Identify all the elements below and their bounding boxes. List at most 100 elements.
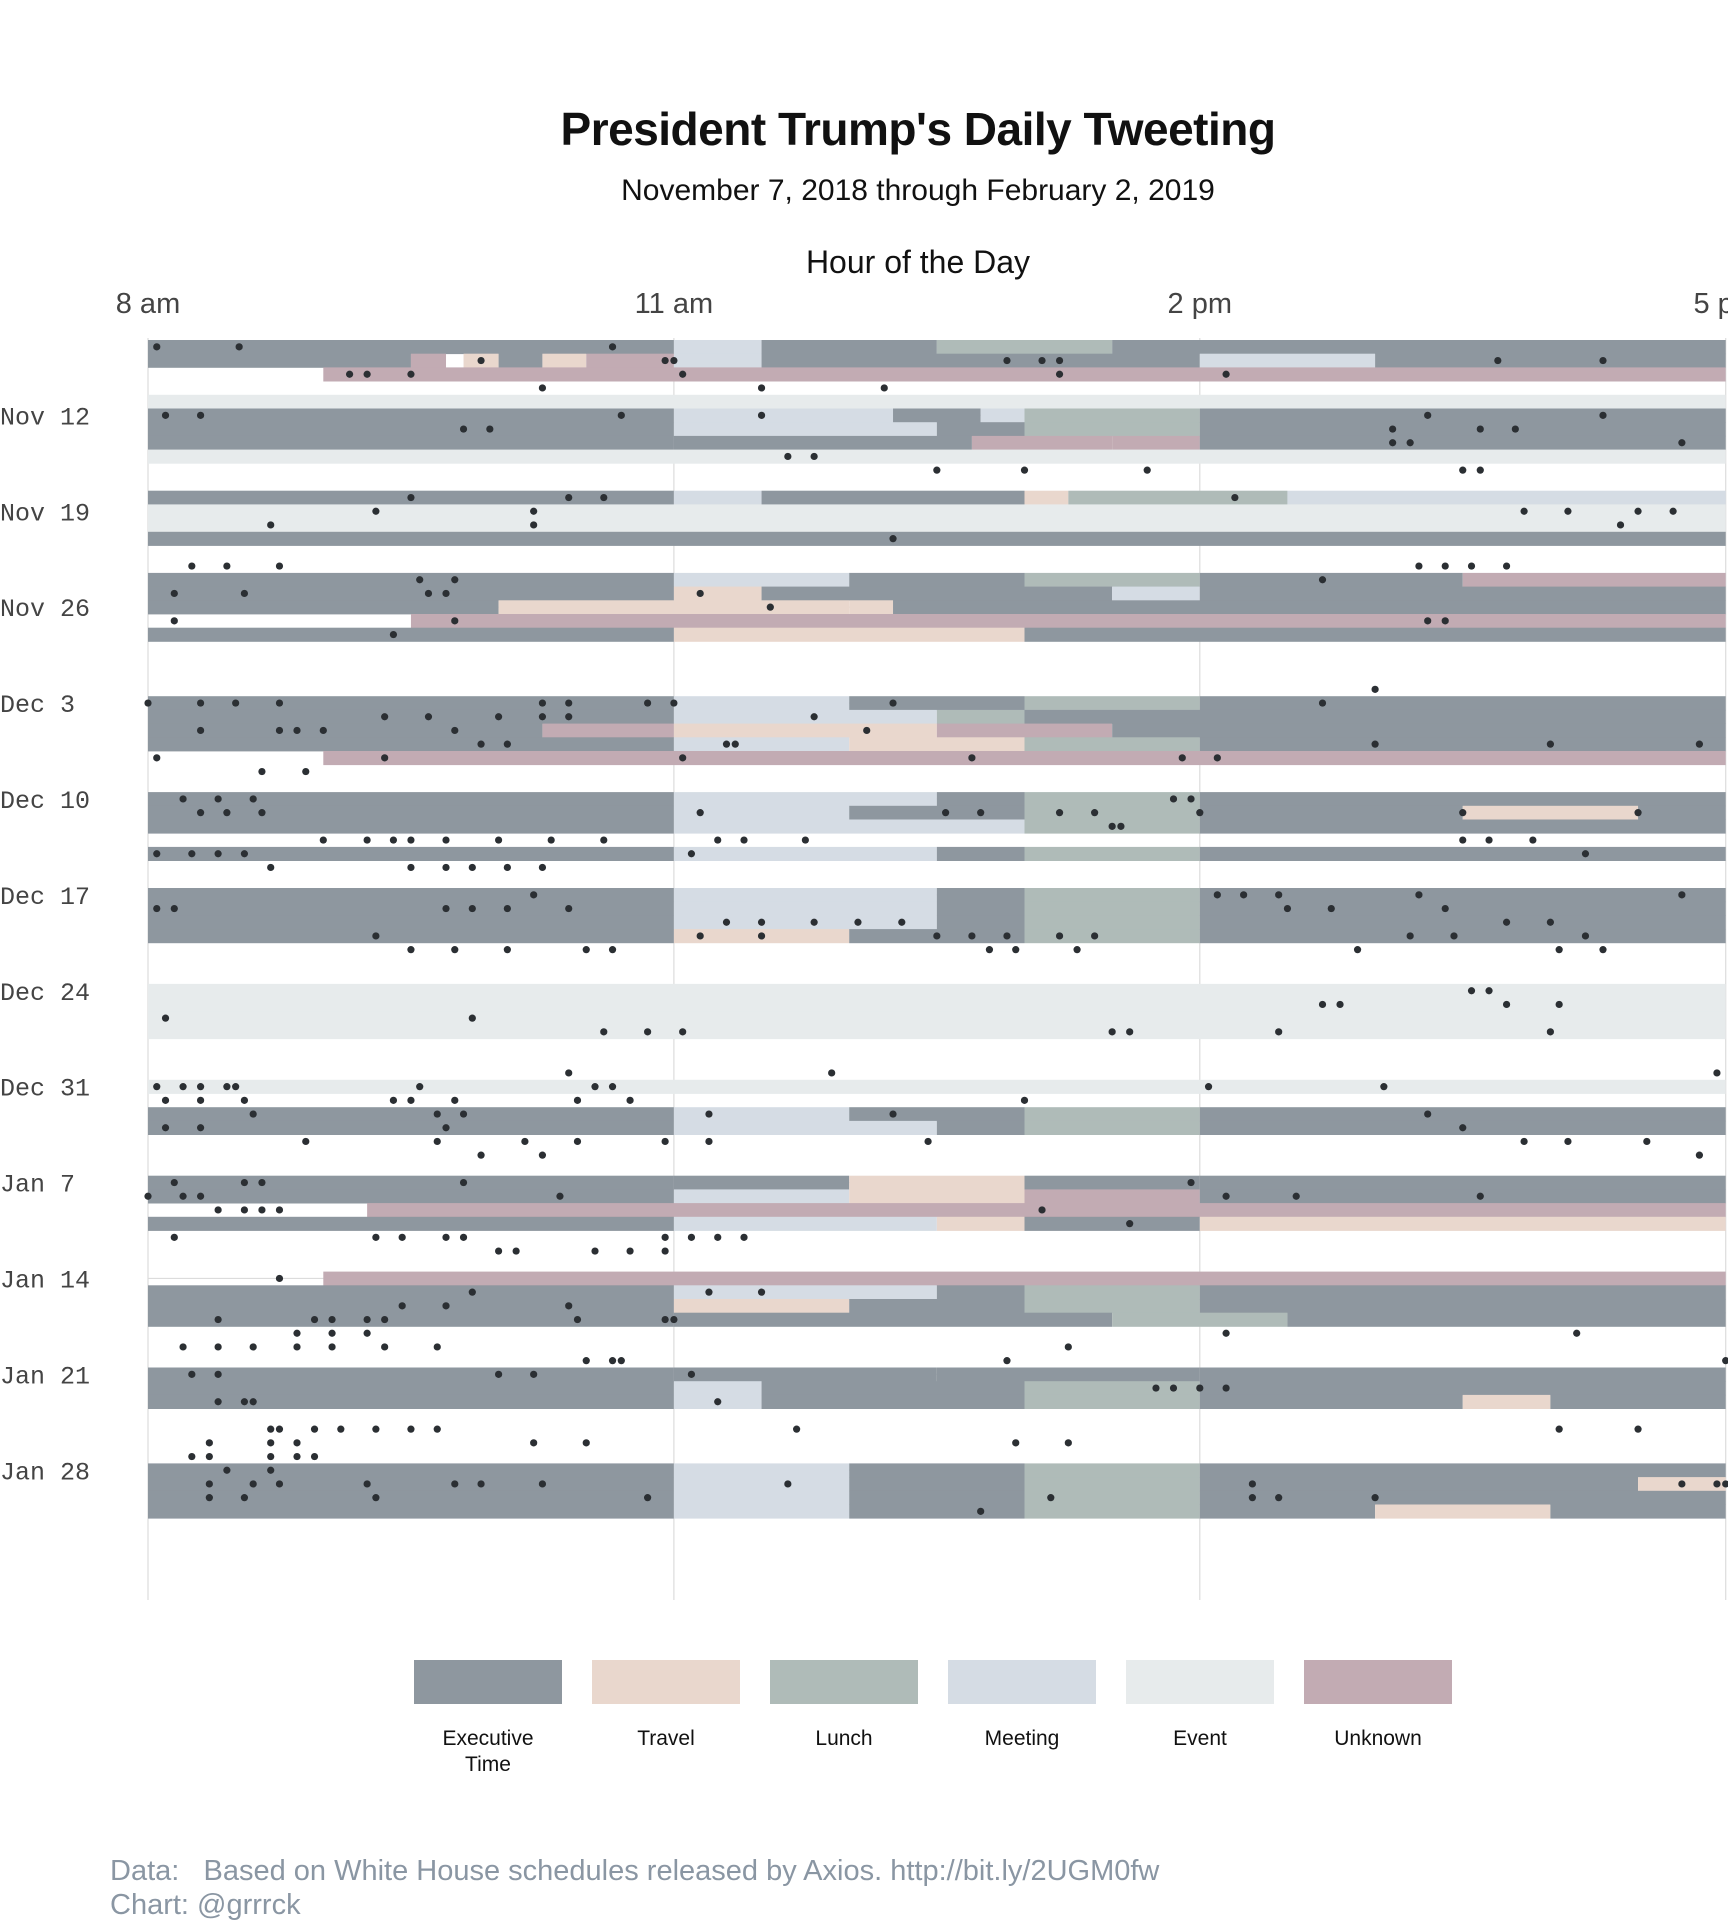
tweet-point [1353,946,1362,954]
schedule-block [148,340,674,355]
tweet-point [196,699,205,707]
tweet-point [328,1343,336,1351]
tweet-point [757,411,766,419]
tweet-point [985,946,994,954]
tweet-point [293,1343,301,1351]
tweet-point [1240,891,1248,899]
schedule-block [936,915,1025,930]
tweet-point [1143,466,1151,474]
tweet-point [1064,1343,1072,1351]
schedule-block [673,422,937,437]
tweet-point [235,343,243,351]
tweet-point [1424,1110,1432,1118]
tweet-point [267,1439,275,1447]
legend-swatch [948,1660,1096,1704]
schedule-block [1199,1175,1726,1190]
tweet-point [451,617,459,625]
schedule-block [936,888,1025,903]
tweet-point [468,1288,476,1296]
tweet-point [1529,836,1537,844]
schedule-block [148,901,674,916]
tweet-point [757,384,766,392]
schedule-block [148,1189,674,1204]
tweet-point [661,1247,669,1255]
y-tick-label: Nov 26 [0,595,90,624]
schedule-block [1199,696,1726,711]
tweet-point [442,1233,450,1241]
tweet-point [1222,1192,1230,1200]
tweet-point [591,1247,599,1255]
schedule-block [1024,929,1200,944]
tweet-point [898,918,906,926]
y-tick-label: Dec 10 [0,787,90,816]
tweet-point [1275,1494,1283,1502]
schedule-block [673,1381,762,1396]
schedule-block [761,340,937,355]
schedule-block [1199,1490,1726,1505]
schedule-block [1550,1504,1726,1519]
tweet-point [161,411,170,419]
schedule-block [673,901,937,916]
tweet-point [477,740,485,748]
schedule-block [323,367,1726,382]
tweet-point [608,946,617,954]
tweet-point [232,1083,240,1091]
tweet-point [398,1302,406,1310]
tweet-point [240,1494,249,1502]
tweet-point [608,1083,617,1091]
schedule-block [849,1504,1025,1519]
tweet-point [275,1480,284,1488]
tweet-point [319,726,327,735]
tweet-point [924,1137,932,1146]
tweet-point [1038,356,1046,365]
schedule-block [1199,1285,1726,1300]
tweet-point [1476,466,1484,474]
schedule-block [849,1175,1025,1190]
schedule-block [673,805,850,820]
tweet-point [451,726,459,735]
tweet-point [714,1398,722,1406]
tweet-point [1108,1028,1116,1036]
tweet-point [933,466,941,474]
tweet-point [161,1096,170,1104]
schedule-block [849,1490,1025,1505]
schedule-block [673,408,894,423]
schedule-block [148,1367,674,1382]
schedule-block [1024,1490,1200,1505]
schedule-block [148,1107,674,1122]
schedule-block [673,1175,850,1190]
tweet-point [740,1233,748,1241]
schedule-block [673,572,850,587]
tweet-point [1073,946,1081,954]
tweet-point [196,1083,205,1091]
tweet-point [232,699,240,707]
schedule-block [1024,1299,1200,1314]
tweet-point [214,1370,222,1378]
schedule-block [148,737,674,752]
schedule-block [673,1463,850,1478]
tweet-point [1091,932,1099,940]
tweet-point [310,1425,319,1433]
tweet-point [495,713,503,721]
tweet-point [503,863,511,872]
schedule-block [148,929,674,944]
tweet-point [521,1137,529,1146]
schedule-block [148,435,674,450]
tweet-point [477,356,485,365]
tweet-point [205,1452,213,1461]
schedule-block [1112,586,1200,601]
tweet-point [670,356,678,365]
schedule-block [148,1504,674,1519]
schedule-block [148,408,674,423]
tweet-point [389,1096,398,1104]
tweet-point [722,740,731,748]
tweet-point [1187,795,1195,803]
schedule-block [849,696,1025,711]
tweet-point [196,1192,205,1200]
tweet-point [1424,411,1432,419]
tweet-point [1546,1028,1554,1036]
schedule-block [1024,1216,1200,1231]
schedule-block [586,353,674,368]
schedule-block [1112,340,1726,355]
schedule-block [1287,1312,1726,1327]
